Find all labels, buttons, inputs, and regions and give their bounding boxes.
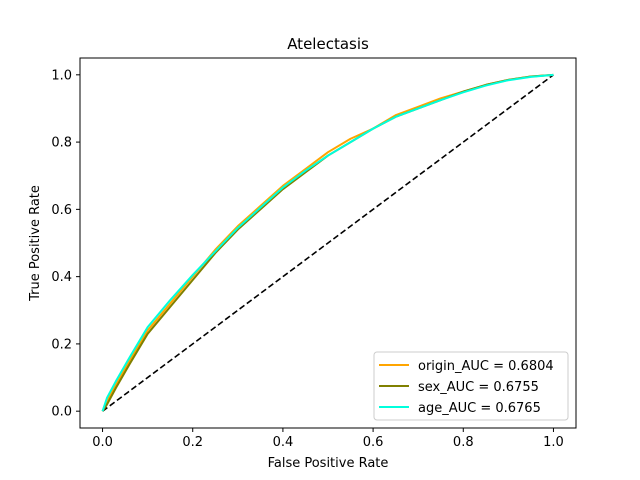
y-axis-ticks: 0.0 0.2 0.4 0.6 0.8 1.0 (51, 68, 80, 420)
legend-label-age: age_AUC = 0.6765 (418, 401, 541, 416)
x-tick-label: 0.4 (273, 435, 294, 450)
y-tick-label: 0.6 (51, 203, 72, 218)
x-tick-label: 0.6 (363, 435, 384, 450)
y-tick-label: 0.0 (51, 405, 72, 420)
x-axis-ticks: 0.0 0.2 0.4 0.6 0.8 1.0 (92, 428, 564, 450)
x-tick-label: 1.0 (543, 435, 564, 450)
x-tick-label: 0.0 (92, 435, 113, 450)
chart-title: Atelectasis (287, 35, 369, 53)
x-tick-label: 0.2 (182, 435, 203, 450)
legend-label-sex: sex_AUC = 0.6755 (418, 380, 539, 395)
x-axis-label: False Positive Rate (268, 456, 389, 471)
y-axis-label: True Positive Rate (28, 185, 43, 302)
plot-frame (79, 57, 577, 429)
legend-label-origin: origin_AUC = 0.6804 (418, 359, 554, 374)
series-layer (101, 73, 554, 412)
chance-diagonal-line (102, 74, 554, 412)
series-line-age (101, 73, 554, 412)
y-tick-label: 1.0 (51, 68, 72, 83)
legend: origin_AUC = 0.6804 sex_AUC = 0.6755 age… (373, 351, 569, 421)
x-tick-label: 0.8 (453, 435, 474, 450)
legend-box (373, 351, 569, 421)
y-tick-label: 0.4 (51, 270, 72, 285)
y-tick-label: 0.8 (51, 136, 72, 151)
y-tick-label: 0.2 (51, 337, 72, 352)
plot-area (79, 57, 577, 429)
